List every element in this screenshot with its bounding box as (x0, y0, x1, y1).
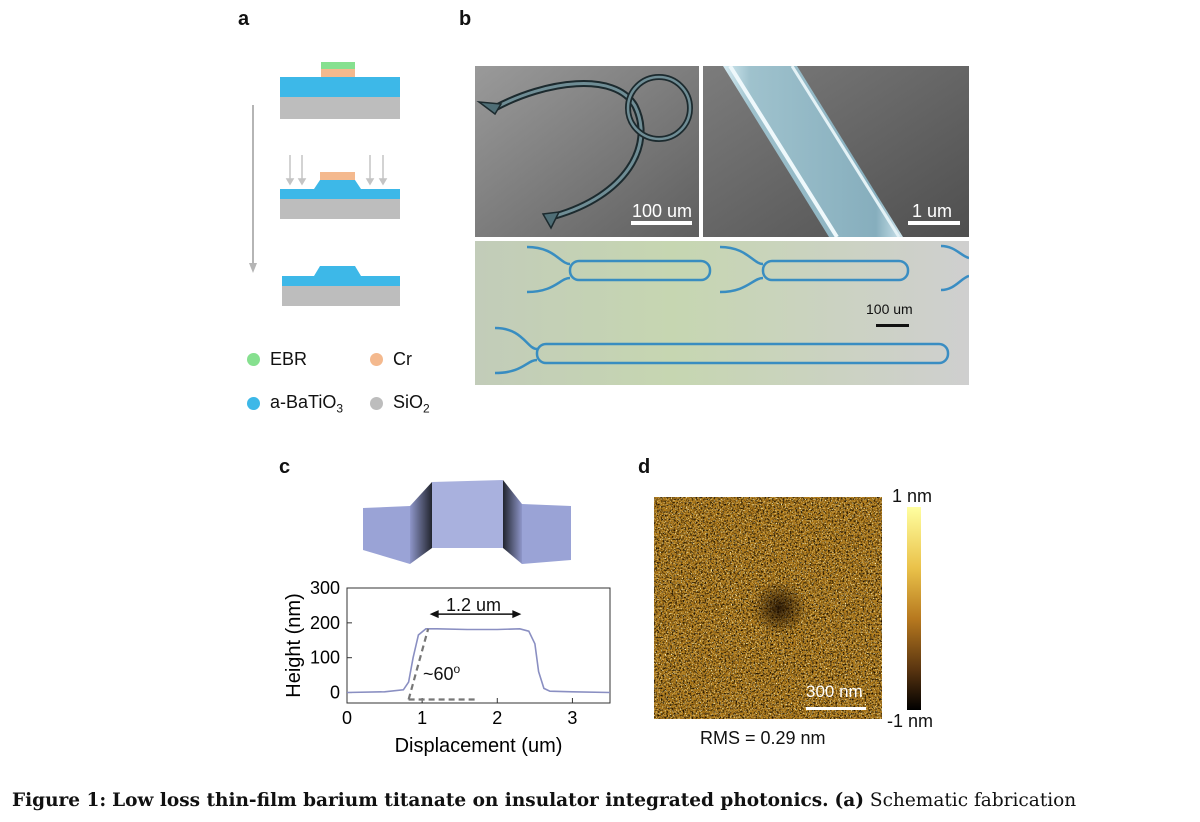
x-tick-label: 0 (342, 708, 352, 728)
x-tick-label: 2 (492, 708, 502, 728)
legend-cr-label: Cr (393, 349, 412, 369)
optical-image-devices (475, 241, 969, 385)
legend-sio2-label: SiO2 (393, 392, 430, 416)
legend-batio3: a-BaTiO3 (247, 392, 343, 416)
caption-panel-ref: (a) (834, 790, 865, 811)
panel-label-c: c (279, 456, 291, 478)
sem-image-ring-resonator (475, 66, 699, 237)
legend-sio2-swatch (370, 397, 383, 411)
optical-scalebar (876, 324, 909, 327)
annotation-width-label: 1.2 um (446, 595, 502, 615)
height-profile-chart: 0 1 2 3 0 100 200 300 Displacement (um) Height (n… (283, 578, 611, 757)
sem2-scalebar-label: 1 um (912, 201, 953, 221)
sem1-scalebar-label: 100 um (632, 201, 693, 221)
step-3-stack (282, 266, 400, 306)
y-tick-label: 0 (330, 683, 340, 703)
panel-label-a: a (238, 8, 250, 30)
legend-ebr-label: EBR (270, 349, 308, 369)
colorbar-max-label: 1 nm (892, 486, 933, 506)
afm-colorbar (907, 507, 921, 710)
legend-batio3-swatch (247, 397, 260, 411)
legend-cr: Cr (370, 349, 412, 370)
device-micrographs (475, 66, 969, 385)
x-axis-label: Displacement (um) (395, 735, 563, 757)
colorbar-min-label: -1 nm (887, 711, 934, 731)
y-tick-label: 300 (310, 578, 340, 598)
sem2-scalebar (908, 221, 960, 225)
legend-ebr: EBR (247, 349, 307, 370)
x-tick-label: 3 (567, 708, 577, 728)
caption-figure-label: Figure 1: (12, 790, 107, 811)
legend-ebr-swatch (247, 353, 260, 366)
legend-sio2: SiO2 (370, 392, 430, 416)
sem1-scalebar (631, 221, 692, 225)
annotation-angle-label: ~60o (423, 662, 461, 684)
step-2-stack (280, 155, 400, 219)
width-arrow-head-right (512, 610, 522, 619)
afm-scalebar (806, 707, 866, 710)
fabrication-schematic (249, 62, 400, 306)
afm-scalebar-label: 300 nm (806, 682, 863, 701)
optical-scalebar-label: 100 um (866, 301, 913, 317)
x-tick-label: 1 (417, 708, 427, 728)
rms-label: RMS = 0.29 nm (700, 728, 826, 748)
afm-3d-render (363, 480, 571, 564)
legend-batio3-label: a-BaTiO3 (270, 392, 344, 416)
sem-image-waveguide-closeup (703, 66, 969, 237)
legend-cr-swatch (370, 353, 383, 366)
afm-topography-map (654, 497, 882, 719)
plot-frame (346, 587, 611, 704)
step-1-stack (280, 62, 400, 119)
figure-caption: Figure 1: Low loss thin-film barium tita… (12, 790, 1192, 811)
slope-dashed-line (407, 628, 430, 700)
caption-text: Schematic fabrication (869, 790, 1077, 811)
height-profile-plot: 0 1 2 3 0 100 200 300 Displacement (um) Height (n… (283, 578, 611, 757)
caption-title: Low loss thin-film barium titanate on in… (112, 790, 829, 811)
y-tick-label: 100 (310, 648, 340, 668)
panel-label-b: b (459, 8, 472, 30)
width-arrow-head-left (429, 610, 439, 619)
y-tick-label: 200 (310, 613, 340, 633)
panel-label-d: d (638, 456, 651, 478)
process-arrow-head (249, 263, 257, 273)
height-profile-line (346, 627, 611, 694)
y-axis-label: Height (nm) (283, 593, 305, 697)
